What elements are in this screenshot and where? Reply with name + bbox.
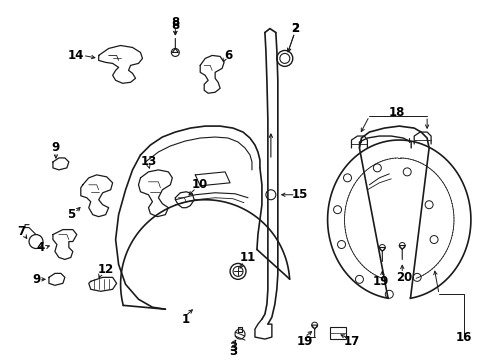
Text: 7: 7 [17, 225, 25, 238]
Text: 8: 8 [171, 19, 179, 32]
Text: 6: 6 [224, 49, 232, 62]
Text: 16: 16 [455, 330, 471, 343]
Text: 18: 18 [388, 105, 405, 119]
Text: 13: 13 [140, 156, 156, 168]
Text: 19: 19 [296, 334, 312, 347]
Text: 19: 19 [372, 275, 389, 288]
Text: 4: 4 [37, 241, 45, 254]
Text: 9: 9 [32, 273, 40, 286]
Bar [329, 327, 345, 339]
Text: 5: 5 [66, 208, 75, 221]
Text: 2: 2 [290, 22, 298, 35]
Text: 14: 14 [67, 49, 84, 62]
Text: 20: 20 [395, 271, 411, 284]
Text: 3: 3 [228, 341, 237, 354]
Text: 9: 9 [52, 141, 60, 154]
Text: 12: 12 [97, 263, 114, 276]
Text: 10: 10 [192, 178, 208, 191]
Text: 1: 1 [181, 312, 189, 326]
Text: 3: 3 [228, 345, 237, 357]
Text: 17: 17 [343, 334, 359, 347]
Text: 8: 8 [171, 16, 179, 29]
Text: 15: 15 [291, 188, 307, 201]
Text: 2: 2 [290, 22, 298, 35]
Text: 11: 11 [240, 251, 256, 264]
